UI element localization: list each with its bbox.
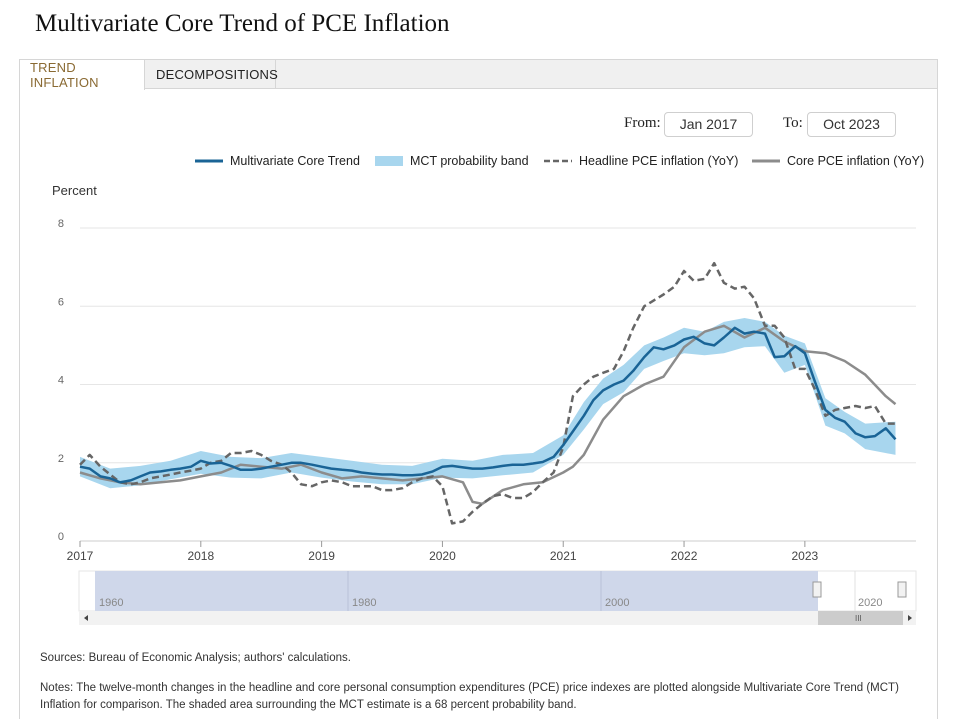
x-tick-label: 2022 xyxy=(671,549,698,563)
series-mct-line[interactable] xyxy=(79,326,897,484)
sources-text: Sources: Bureau of Economic Analysis; au… xyxy=(40,652,351,664)
x-tick-label: 2017 xyxy=(67,549,94,563)
legend-mct-label: Multivariate Core Trend xyxy=(230,154,360,168)
legend-band-label: MCT probability band xyxy=(410,154,529,168)
navigator-label: 1980 xyxy=(352,597,376,609)
scrollbar-track[interactable] xyxy=(79,611,916,625)
y-tick-labels: 0 2 4 6 8 xyxy=(58,218,64,543)
y-tick-label: 0 xyxy=(58,531,64,543)
legend-band-swatch xyxy=(375,156,403,166)
x-tick-labels: 2017 2018 2019 2020 2021 2022 2023 xyxy=(67,541,819,563)
navigator-label: 2000 xyxy=(605,597,629,609)
scrollbar-thumb[interactable] xyxy=(818,611,903,625)
navigator-selected-range[interactable] xyxy=(95,571,818,611)
legend-item-headline[interactable]: Headline PCE inflation (YoY) xyxy=(544,154,738,168)
y-tick-label: 2 xyxy=(58,453,64,465)
navigator[interactable]: 1960 1980 2000 2020 III xyxy=(78,570,917,625)
y-tick-label: 4 xyxy=(58,375,64,387)
legend-item-band[interactable]: MCT probability band xyxy=(375,154,529,168)
legend-item-core[interactable]: Core PCE inflation (YoY) xyxy=(752,154,924,168)
x-tick-label: 2019 xyxy=(308,549,335,563)
navigator-right-handle[interactable] xyxy=(897,581,907,598)
legend-item-mct[interactable]: Multivariate Core Trend xyxy=(195,154,360,168)
x-tick-label: 2023 xyxy=(792,549,819,563)
scroll-left-icon[interactable] xyxy=(84,615,88,621)
x-tick-label: 2021 xyxy=(550,549,577,563)
chart-panel: TREND INFLATION DECOMPOSITIONS xyxy=(19,59,938,719)
page-title: Multivariate Core Trend of PCE Inflation xyxy=(35,10,450,37)
to-label: To: xyxy=(783,115,803,131)
tab-decompositions[interactable]: DECOMPOSITIONS xyxy=(146,60,278,89)
x-tick-label: 2020 xyxy=(429,549,456,563)
legend-headline-label: Headline PCE inflation (YoY) xyxy=(579,154,739,168)
legend-mct-swatch xyxy=(195,159,223,163)
navigator-left-handle[interactable] xyxy=(812,581,822,598)
scrollbar-grip-icon: III xyxy=(855,614,862,623)
legend-core-swatch xyxy=(752,159,780,163)
tab-bar: TREND INFLATION DECOMPOSITIONS xyxy=(20,60,937,90)
notes-text: Notes: The twelve-month changes in the h… xyxy=(40,682,899,711)
y-tick-label: 6 xyxy=(58,296,64,308)
from-date-input[interactable]: Jan 2017 xyxy=(664,112,753,137)
y-axis-label: Percent xyxy=(52,183,97,198)
legend-headline-swatch xyxy=(544,159,572,163)
to-date-input[interactable]: Oct 2023 xyxy=(807,112,896,137)
from-label: From: xyxy=(624,115,661,131)
series-core-pce-line[interactable] xyxy=(79,324,897,506)
tab-trend-inflation[interactable]: TREND INFLATION xyxy=(20,60,145,90)
y-tick-label: 8 xyxy=(58,218,64,230)
legend-core-label: Core PCE inflation (YoY) xyxy=(787,154,925,168)
x-tick-label: 2018 xyxy=(187,549,214,563)
series-headline-pce-line[interactable] xyxy=(79,261,896,525)
navigator-label: 2020 xyxy=(858,597,882,609)
series-group xyxy=(79,261,897,525)
scroll-right-icon[interactable] xyxy=(908,615,912,621)
navigator-label: 1960 xyxy=(99,597,123,609)
